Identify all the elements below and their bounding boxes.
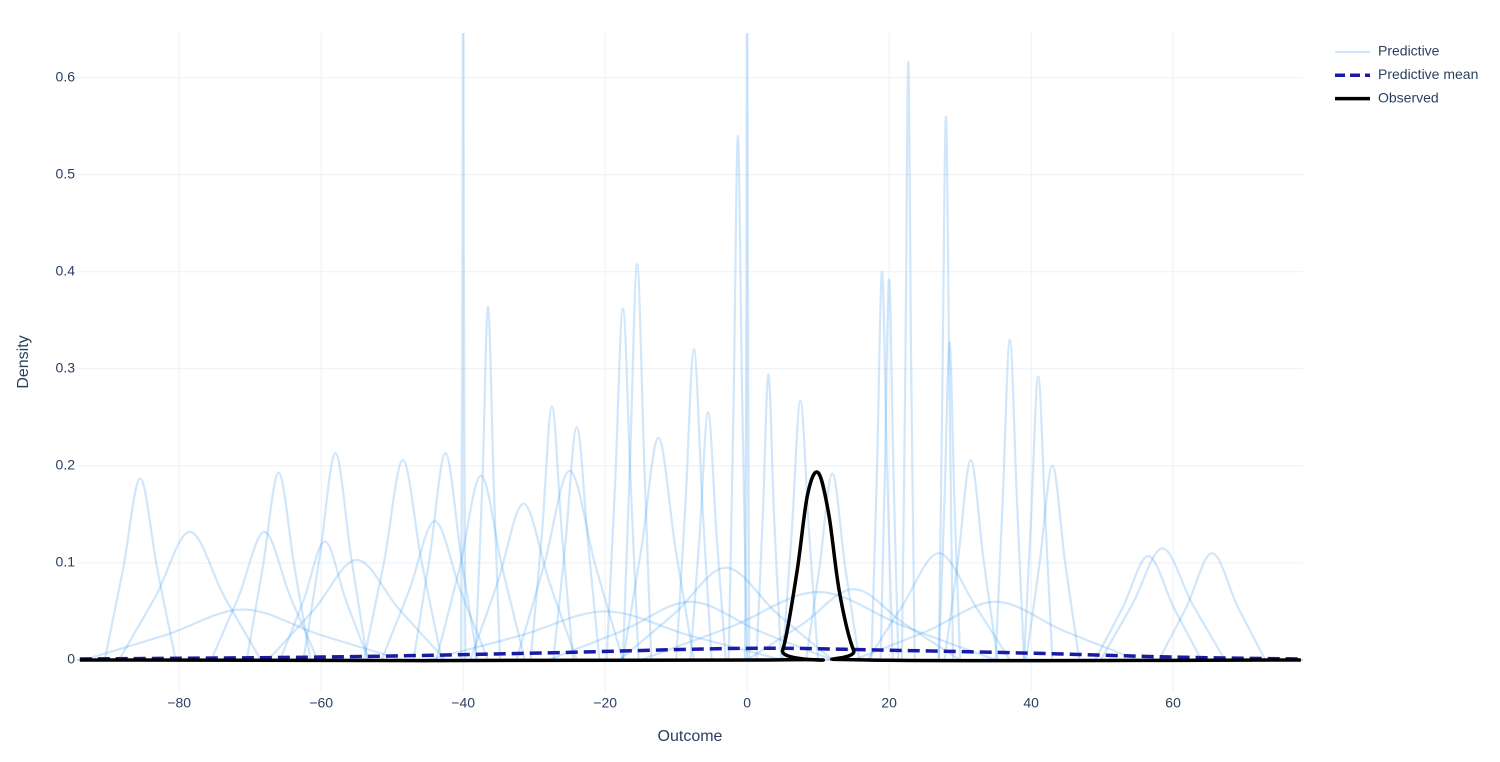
- density-line: [640, 590, 996, 662]
- density-line: [755, 373, 783, 661]
- density-line: [210, 530, 319, 661]
- density-line: [412, 452, 479, 661]
- density-line: [529, 405, 575, 661]
- density-line: [79, 470, 1301, 663]
- y-tick-label: 0: [67, 651, 75, 667]
- density-line: [853, 600, 1138, 661]
- legend-label: Predictive: [1378, 43, 1440, 59]
- density-line: [727, 134, 749, 660]
- density-line: [689, 411, 727, 661]
- axes: −80 −60 −40 −20 0 20 40 60 0 0.1 0.2 0.3 0.4 0.5 0.6: [56, 68, 1182, 710]
- density-line: [781, 399, 820, 661]
- x-axis-title: Outcome: [658, 728, 723, 745]
- y-tick-label: 0.4: [56, 262, 76, 278]
- density-line: [605, 307, 640, 661]
- density-line: [547, 600, 833, 661]
- density-line: [469, 502, 578, 661]
- density-line: [675, 348, 713, 661]
- y-tick-label: 0.5: [56, 165, 76, 181]
- x-tick-label: 20: [881, 695, 897, 711]
- density-line: [937, 115, 955, 660]
- density-line: [994, 338, 1026, 661]
- density-line: [427, 610, 783, 662]
- y-tick-label: 0.1: [56, 554, 76, 570]
- density-line: [435, 474, 527, 661]
- density-line: [362, 458, 443, 661]
- density-line: [900, 60, 916, 660]
- grid: [77, 33, 1303, 692]
- density-line: [459, 33, 467, 660]
- x-tick-label: 0: [743, 695, 751, 711]
- y-tick-label: 0.6: [56, 68, 76, 84]
- density-line: [943, 458, 999, 661]
- density-line: [302, 452, 369, 661]
- density-line: [618, 566, 834, 661]
- x-tick-label: −20: [593, 695, 617, 711]
- density-line: [515, 469, 624, 661]
- legend-label: Observed: [1378, 89, 1439, 105]
- density-line: [245, 471, 312, 661]
- x-tick-label: 40: [1023, 695, 1039, 711]
- x-tick-label: −80: [167, 695, 191, 711]
- density-line: [474, 305, 502, 661]
- density-line: [380, 520, 490, 661]
- density-line: [743, 33, 751, 660]
- density-line: [879, 278, 900, 661]
- density-line: [937, 341, 962, 661]
- density-line: [621, 436, 695, 661]
- density-line: [103, 477, 177, 661]
- density-line: [552, 425, 601, 661]
- density-line: [279, 540, 370, 661]
- x-tick-label: 60: [1165, 695, 1181, 711]
- density-line: [1094, 555, 1203, 661]
- legend-label: Predictive mean: [1378, 66, 1478, 82]
- density-line: [83, 608, 404, 662]
- x-tick-label: −40: [451, 695, 475, 711]
- density-line: [1025, 464, 1081, 661]
- y-axis-title: Density: [15, 335, 32, 388]
- density-line: [804, 472, 861, 661]
- density-line: [870, 270, 894, 661]
- density-line: [1022, 375, 1054, 661]
- density-line: [79, 646, 1301, 661]
- density-line: [117, 530, 262, 661]
- density-line: [1157, 552, 1267, 661]
- density-line: [1099, 547, 1226, 661]
- density-line: [866, 552, 1011, 661]
- density-line: [267, 558, 447, 661]
- legend: Predictive Predictive mean Observed: [1335, 43, 1478, 105]
- y-tick-label: 0.3: [56, 360, 76, 376]
- density-line: [621, 262, 653, 661]
- plot-area: [79, 33, 1301, 663]
- y-tick-label: 0.2: [56, 457, 76, 473]
- x-tick-label: −60: [309, 695, 333, 711]
